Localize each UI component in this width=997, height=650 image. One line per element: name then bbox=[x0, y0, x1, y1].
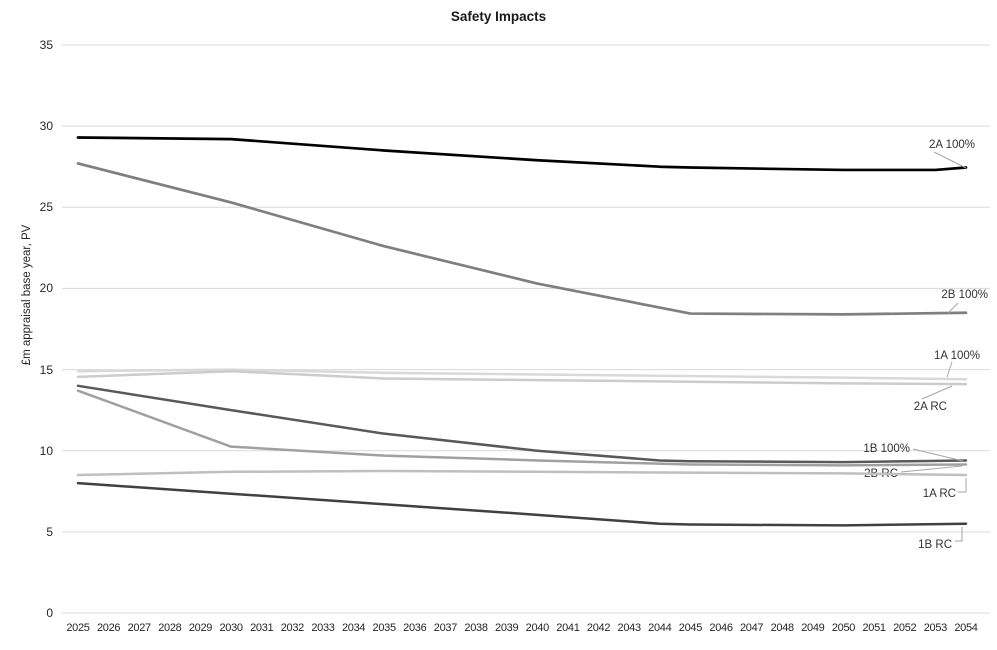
x-tick-label: 2053 bbox=[923, 622, 948, 634]
y-tick-label: 5 bbox=[46, 524, 53, 539]
y-tick-label: 10 bbox=[39, 443, 53, 458]
series-label-2a-100-: 2A 100% bbox=[929, 139, 975, 151]
x-tick-label: 2044 bbox=[648, 622, 672, 634]
x-tick-label: 2054 bbox=[954, 622, 978, 634]
x-tick-label: 2049 bbox=[801, 622, 825, 634]
y-tick-label: 20 bbox=[39, 281, 53, 296]
x-tick-label: 2048 bbox=[770, 622, 795, 634]
x-tick-label: 2035 bbox=[372, 622, 397, 634]
x-tick-label: 2038 bbox=[464, 622, 488, 634]
series-label-2a-rc: 2A RC bbox=[914, 401, 947, 413]
x-tick-label: 2040 bbox=[525, 622, 550, 634]
series-label-1b-100-: 1B 100% bbox=[863, 443, 910, 455]
series-label-leader-2b-100- bbox=[947, 302, 959, 314]
y-tick-label: 30 bbox=[39, 119, 53, 134]
x-tick-label: 2039 bbox=[495, 622, 519, 634]
series-line-1a-rc bbox=[76, 469, 968, 477]
x-tick-label: 2037 bbox=[433, 622, 458, 634]
chart-title: Safety Impacts bbox=[450, 9, 547, 24]
x-tick-label: 2043 bbox=[617, 622, 642, 634]
series-label-1a-rc: 1A RC bbox=[923, 488, 956, 500]
series-label-1b-rc: 1B RC bbox=[918, 539, 952, 551]
series-label-2b-100-: 2B 100% bbox=[941, 289, 988, 301]
series-line-2b-rc bbox=[76, 389, 968, 467]
x-tick-label: 2025 bbox=[66, 622, 90, 634]
x-tick-label: 2045 bbox=[678, 622, 703, 634]
x-tick-label: 2029 bbox=[188, 622, 213, 634]
series-label-leader-2a-100- bbox=[933, 151, 967, 169]
x-tick-label: 2051 bbox=[862, 622, 886, 634]
series-label-leader-1b-100- bbox=[912, 448, 964, 462]
x-tick-label: 2050 bbox=[831, 622, 856, 634]
series-label-leader-1b-rc bbox=[955, 527, 963, 542]
x-tick-label: 2031 bbox=[250, 622, 274, 634]
y-tick-label: 0 bbox=[46, 606, 53, 620]
series-label-leader-1a-rc bbox=[958, 478, 967, 493]
series-line-1b-rc bbox=[76, 481, 968, 527]
series-line-1a-100- bbox=[76, 368, 968, 381]
x-tick-label: 2026 bbox=[96, 622, 121, 634]
x-tick-label: 2046 bbox=[709, 622, 733, 634]
x-tick-label: 2030 bbox=[219, 622, 243, 634]
series-label-leader-2a-rc bbox=[921, 385, 953, 400]
x-tick-label: 2033 bbox=[311, 622, 335, 634]
x-tick-label: 2047 bbox=[739, 622, 764, 634]
series-line-1b-100- bbox=[76, 384, 968, 464]
series-line-2a-rc bbox=[76, 369, 968, 386]
y-tick-label: 15 bbox=[39, 362, 53, 377]
x-tick-label: 2052 bbox=[893, 622, 917, 634]
x-tick-label: 2036 bbox=[403, 622, 427, 634]
x-tick-label: 2042 bbox=[586, 622, 611, 634]
x-tick-label: 2032 bbox=[280, 622, 305, 634]
series-label-leader-1a-100- bbox=[946, 361, 953, 378]
y-tick-label: 25 bbox=[39, 200, 53, 215]
series-label-1a-100-: 1A 100% bbox=[934, 350, 980, 362]
x-tick-label: 2041 bbox=[556, 622, 580, 634]
x-tick-label: 2027 bbox=[127, 622, 152, 634]
x-tick-label: 2028 bbox=[158, 622, 182, 634]
x-tick-label: 2034 bbox=[341, 622, 366, 634]
series-line-2b-100- bbox=[76, 162, 968, 316]
series-line-2a-100- bbox=[76, 136, 968, 172]
y-tick-label: 35 bbox=[39, 37, 53, 52]
series-label-leader-2b-rc bbox=[900, 465, 963, 473]
